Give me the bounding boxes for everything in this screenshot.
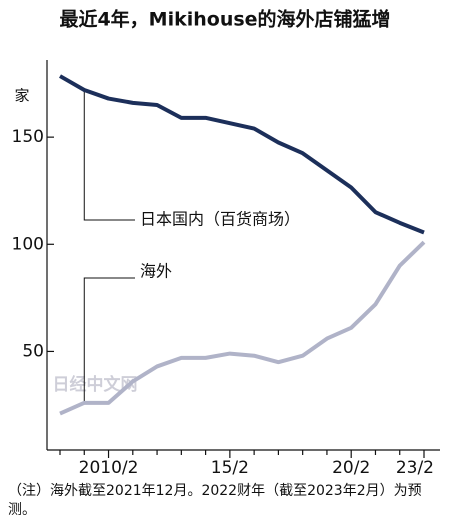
y-unit: 家 [14, 87, 29, 105]
x-tick-label: 2010/2 [79, 458, 139, 478]
y-tick-label: 50 [22, 341, 44, 361]
series-line [59, 240, 426, 416]
series-label: 海外 [140, 262, 172, 281]
y-tick-label: 150 [12, 127, 44, 147]
leader-line [83, 277, 135, 403]
x-tick-label: 20/2 [332, 458, 370, 478]
series-line [59, 74, 425, 235]
watermark: 日经中文网 [53, 374, 138, 395]
chart-title: 最近4年，Mikihouse的海外店铺猛增 [59, 8, 390, 31]
y-tick-label: 100 [12, 234, 44, 254]
series-label: 日本国内（百货商场） [140, 210, 300, 229]
x-tick-label: 15/2 [211, 458, 249, 478]
x-tick-label: 23/2 [396, 458, 434, 478]
footnote: （注）海外截至2021年12月。2022财年（截至2023年2月）为预测。 [8, 483, 422, 518]
chart: 最近4年，Mikihouse的海外店铺猛增 家 日经中文网 50 100 150 20… [12, 8, 440, 478]
leader-line [83, 90, 135, 221]
